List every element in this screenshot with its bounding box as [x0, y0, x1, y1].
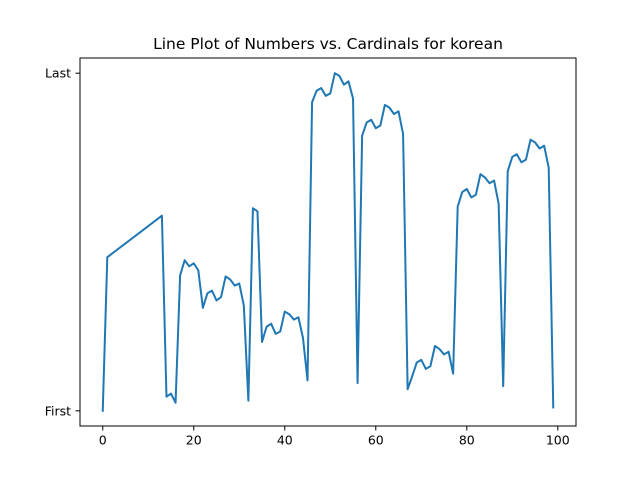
- y-tick-label-last: Last: [45, 66, 71, 81]
- x-tick-label-0: 0: [99, 433, 107, 448]
- axes-frame: [79, 57, 577, 427]
- y-tick-label-first: First: [45, 403, 71, 418]
- chart-title: Line Plot of Numbers vs. Cardinals for k…: [153, 35, 503, 53]
- x-tick-label-60: 60: [368, 433, 384, 448]
- x-tick-label-20: 20: [186, 433, 202, 448]
- x-tick-label-40: 40: [277, 433, 293, 448]
- plot-area: 0 20 40 60 80 100 First Last: [45, 57, 577, 448]
- x-tick-label-80: 80: [459, 433, 475, 448]
- series-line-0: [101, 72, 555, 412]
- x-tick-label-100: 100: [546, 433, 570, 448]
